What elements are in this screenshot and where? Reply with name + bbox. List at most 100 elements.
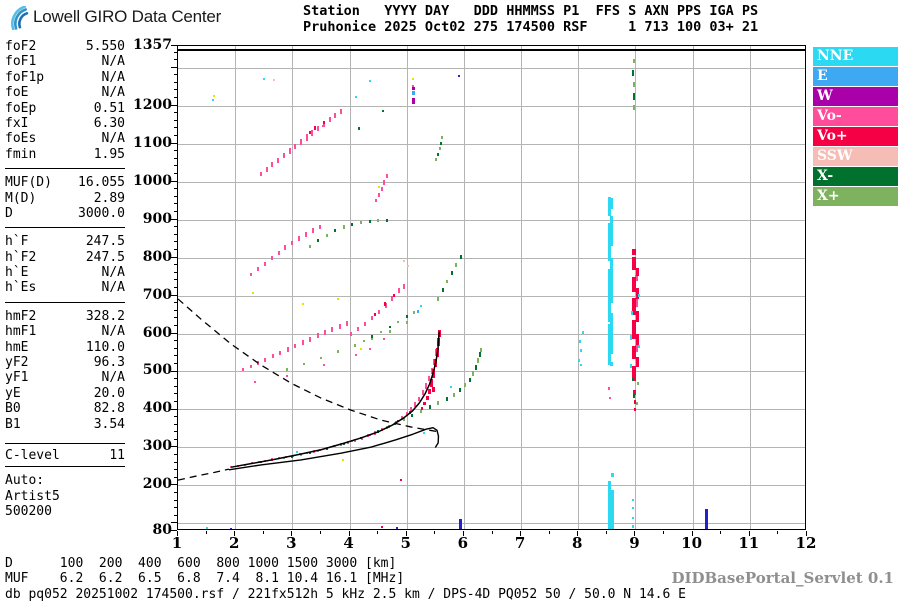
parameter-label: h`E [5,265,29,281]
parameter-value: 1.95 [93,146,125,162]
echo-mark-cyan [638,345,641,349]
trace-extrapolation-dashed [178,468,230,481]
echo-mark-yellow [359,347,362,350]
echo-mark-dgreen [405,315,408,319]
y-axis-label: 400 [142,400,172,417]
servlet-version-label: DIDBasePortal_Servlet 0.1 [671,569,894,587]
echo-mark-lgreen [317,449,320,452]
x-axis-tick [577,531,579,536]
y-axis-tick [171,66,177,68]
echo-mark-cyan [368,79,371,82]
parameter-value: 6.30 [93,115,125,131]
y-axis-tick [174,416,177,418]
echo-mark-red [632,320,637,340]
echo-mark-yellow [342,459,345,462]
parameter-label: hmF1 [5,324,37,340]
y-axis-tick [171,218,177,220]
ionogram-plot-area [177,45,806,530]
parameter-value: N/A [101,370,125,386]
x-axis-label: 1 [171,534,183,552]
echo-mark-lgreen [385,426,388,430]
y-axis-tick [174,355,177,357]
echo-mark-pink [285,455,288,459]
echo-mark-pink [323,330,326,335]
parameter-label: h`Es [5,280,37,296]
y-axis-tick [174,248,177,250]
x-axis-tick [234,531,236,536]
parameter-label: h`F [5,234,29,250]
parameter-label: B0 [5,401,21,417]
y-axis-tick [174,279,177,281]
y-axis-tick [174,340,177,342]
x-axis-tick [720,531,722,534]
echo-mark-red [437,330,441,337]
echo-mark-pink [243,463,246,467]
y-axis-label: 900 [142,210,172,227]
echo-mark-cyan [577,358,580,362]
x-axis-tick [806,531,807,536]
echo-mark-pink [270,256,273,261]
echo-mark-lgreen [342,225,345,229]
x-axis-label: 7 [514,534,526,552]
y-axis-label: 1000 [133,172,172,189]
echo-mark-lgreen [435,158,438,162]
gridline-horizontal [178,181,805,183]
echo-mark-pink [237,465,240,468]
echo-mark-lgreen [632,104,635,111]
x-axis-tick [663,531,664,534]
echo-mark-lgreen [319,356,322,359]
echo-mark-red [635,357,639,367]
parameter-row: hmF2 328.2 [5,309,125,324]
x-axis-tick [748,531,750,536]
y-axis-tick [171,294,177,296]
x-axis-tick [291,531,293,536]
y-axis-tick [174,476,177,478]
echo-mark-pink [257,267,260,271]
echo-mark-blue [417,309,420,313]
parameter-value: 328.2 [85,308,125,324]
panel-separator [5,227,125,229]
echo-mark-pink [277,157,280,163]
echo-mark-red [632,256,637,270]
echo-mark-lgreen [308,244,311,248]
echo-mark-pink [377,309,380,315]
echo-mark-red [431,387,435,392]
echo-mark-pink [363,321,366,326]
echo-mark-lgreen [325,233,328,238]
parameter-value: N/A [101,131,125,147]
echo-mark-pink [418,396,421,402]
parameter-value: 5.550 [85,39,125,54]
echo-mark-pink [383,180,386,185]
echo-mark-pink [322,363,325,366]
parameter-value: N/A [101,265,125,281]
echo-mark-pink [331,327,334,332]
echo-mark-pink [250,462,253,465]
echo-mark-pink [353,439,356,442]
echo-mark-pink [334,112,337,119]
x-axis-label: 5 [400,534,411,552]
parameter-row: C-level 11 [5,448,125,463]
echo-mark-red [397,419,400,423]
x-axis-label: 8 [572,534,583,552]
parameter-label: MUF(D) [5,175,52,191]
echo-mark-pink [271,354,274,359]
echo-mark-yellow [412,78,414,81]
echo-mark-lgreen [437,401,440,405]
y-axis-tick [174,514,177,516]
echo-mark-cyan [611,490,615,529]
autoscaling-line: Artist5 [5,488,60,504]
parameter-row: MUF(D) 16.055 [5,175,125,190]
echo-mark-red [632,365,637,381]
echo-mark-yellow [337,297,340,300]
echo-mark-pink [355,354,358,357]
x-axis-tick [691,531,693,536]
echo-mark-purple [411,87,415,91]
y-axis-tick [174,362,177,364]
echo-mark-pink [608,396,611,400]
y-axis-tick [174,454,177,455]
echo-mark-red [435,347,439,358]
page-title: Lowell GIRO Data Center [33,7,222,26]
echo-mark-red [632,248,637,255]
echo-mark-pink [311,129,314,136]
x-axis-tick [205,531,207,534]
